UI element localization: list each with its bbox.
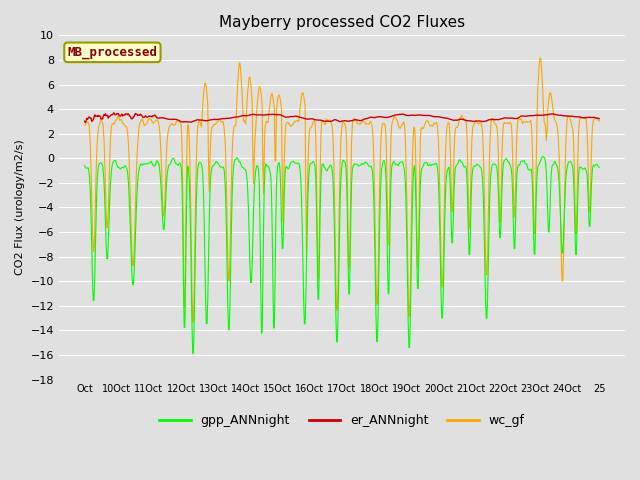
Y-axis label: CO2 Flux (urology/m2/s): CO2 Flux (urology/m2/s) [15,140,25,276]
Legend: gpp_ANNnight, er_ANNnight, wc_gf: gpp_ANNnight, er_ANNnight, wc_gf [154,409,529,432]
Text: MB_processed: MB_processed [67,46,157,59]
Title: Mayberry processed CO2 Fluxes: Mayberry processed CO2 Fluxes [219,15,465,30]
